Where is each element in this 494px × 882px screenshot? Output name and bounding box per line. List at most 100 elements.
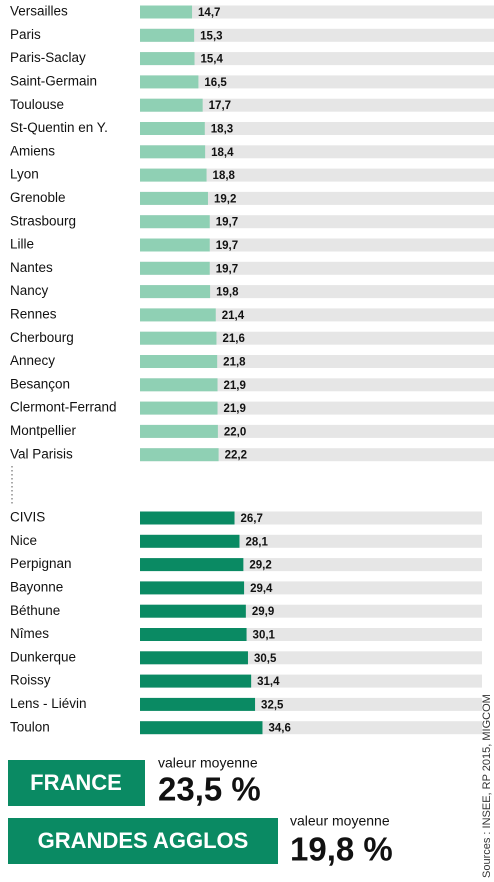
summary-caption: valeur moyenne: [290, 813, 390, 829]
category-label: Rennes: [10, 306, 57, 321]
bar: [140, 215, 210, 229]
bar: [140, 355, 218, 368]
bar-track: [140, 355, 494, 368]
bar-track: [140, 424, 494, 438]
value-label: 15,3: [200, 30, 222, 42]
value-label: 18,8: [213, 170, 236, 182]
bar-track: [140, 52, 494, 66]
category-label: Lyon: [10, 167, 39, 182]
category-label: Roissy: [10, 673, 51, 688]
bar: [140, 52, 195, 66]
value-label: 29,9: [252, 606, 274, 618]
category-label: Lille: [10, 237, 34, 252]
value-label: 21,9: [224, 403, 246, 415]
category-label: Amiens: [10, 143, 55, 158]
bar: [140, 534, 240, 548]
summary-label: FRANCE: [30, 770, 122, 795]
bar-track: [140, 238, 494, 252]
bar: [140, 651, 248, 665]
value-label: 34,6: [268, 723, 290, 735]
category-label: Bayonne: [10, 579, 63, 594]
value-label: 14,7: [198, 7, 220, 19]
bar: [140, 511, 235, 525]
value-label: 19,2: [214, 193, 236, 205]
bar: [140, 697, 256, 711]
value-label: 17,7: [209, 100, 231, 112]
bar: [140, 98, 203, 112]
bar-track: [140, 122, 494, 135]
bar-track: [140, 215, 494, 229]
bar: [140, 448, 219, 462]
value-label: 15,4: [201, 54, 224, 66]
bar: [140, 721, 263, 735]
value-label: 21,8: [223, 357, 246, 369]
category-label: Nîmes: [10, 626, 49, 641]
category-label: Paris-Saclay: [10, 50, 86, 65]
bar: [140, 5, 193, 19]
category-label: Besançon: [10, 376, 70, 391]
value-label: 19,7: [216, 263, 238, 275]
category-label: Val Parisis: [10, 446, 73, 461]
bar: [140, 401, 218, 415]
value-label: 16,5: [204, 77, 227, 89]
summary-label: GRANDES AGGLOS: [38, 828, 249, 853]
category-label: Nice: [10, 533, 37, 548]
category-label: Toulon: [10, 719, 50, 734]
bar-track: [140, 191, 494, 205]
bar: [140, 261, 210, 275]
bar-track: [140, 285, 494, 299]
summary-value: 19,8 %: [290, 831, 393, 868]
value-label: 26,7: [241, 513, 263, 525]
category-label: Nancy: [10, 283, 49, 298]
bar-track: [140, 168, 494, 182]
category-label: Montpellier: [10, 423, 77, 438]
value-label: 19,7: [216, 217, 238, 229]
bar: [140, 168, 207, 182]
value-label: 22,2: [225, 450, 247, 462]
value-label: 21,9: [224, 380, 246, 392]
value-label: 30,1: [253, 630, 276, 642]
summary-caption: valeur moyenne: [158, 755, 258, 771]
category-label: Grenoble: [10, 190, 66, 205]
category-label: Perpignan: [10, 556, 72, 571]
value-label: 30,5: [254, 653, 277, 665]
bar-track: [140, 75, 494, 89]
bar: [140, 378, 218, 392]
category-label: CIVIS: [10, 510, 45, 525]
value-label: 29,2: [249, 560, 271, 572]
category-label: Versailles: [10, 4, 68, 19]
bar: [140, 191, 208, 205]
value-label: 18,4: [211, 147, 234, 159]
bar: [140, 604, 246, 618]
category-label: Dunkerque: [10, 649, 76, 664]
bar-track: [140, 28, 494, 42]
bar: [140, 628, 247, 641]
bar: [140, 558, 244, 572]
bar: [140, 581, 245, 595]
bar: [140, 331, 217, 345]
value-label: 32,5: [261, 699, 284, 711]
bar-track: [140, 378, 494, 392]
value-label: 19,8: [216, 287, 239, 299]
value-label: 22,0: [224, 426, 246, 438]
bar: [140, 285, 211, 299]
category-label: Clermont-Ferrand: [10, 400, 117, 415]
bar: [140, 145, 206, 159]
bar: [140, 75, 199, 89]
category-label: Cherbourg: [10, 330, 74, 345]
category-label: Béthune: [10, 603, 60, 618]
value-label: 31,4: [257, 676, 280, 688]
category-label: Lens - Liévin: [10, 696, 87, 711]
bar-track: [140, 308, 494, 322]
category-label: Annecy: [10, 353, 55, 368]
source: Sources : INSEE, RP 2015, MIGCOM: [481, 694, 493, 878]
bar-track: [140, 145, 494, 159]
value-label: 18,3: [211, 124, 233, 136]
bar-track: [140, 448, 494, 462]
france-box: [8, 760, 145, 806]
bar-track: [140, 331, 494, 345]
bar: [140, 308, 216, 322]
bar: [140, 424, 218, 438]
agglos-box: [8, 818, 278, 864]
